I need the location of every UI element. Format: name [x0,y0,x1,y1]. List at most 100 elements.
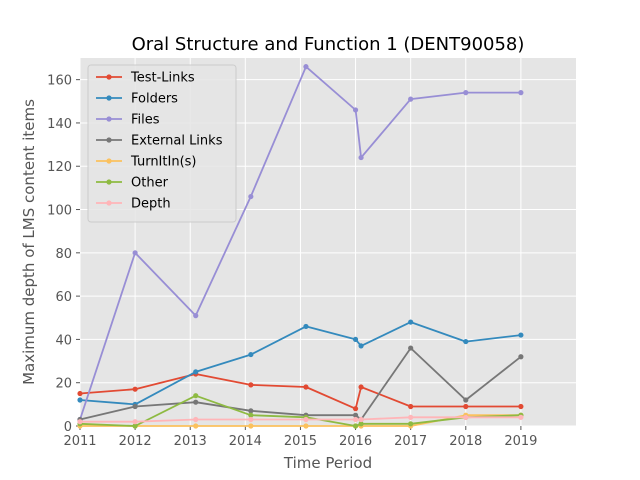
x-tick-label: 2012 [119,434,152,449]
data-point [408,96,414,102]
data-point [132,423,138,429]
series-line [80,416,521,423]
legend-label: Other [131,176,169,191]
data-point [463,90,469,96]
data-point [352,107,359,113]
legend-label: Folders [131,92,178,107]
data-point [352,406,359,412]
data-point [518,403,524,410]
y-tick-label: 120 [47,160,72,175]
data-point [463,403,469,410]
y-tick-label: 80 [55,247,72,262]
data-point [352,412,359,418]
legend-item: Depth [96,197,171,212]
data-point [408,345,414,351]
data-point [77,397,83,403]
data-point [132,386,138,392]
data-point [463,397,469,403]
data-point [518,90,524,96]
legend-marker [106,200,112,206]
data-point [248,416,254,423]
y-tick-label: 60 [55,290,72,305]
legend-label: Files [131,113,160,128]
x-tick-label: 2015 [284,434,317,449]
data-point [248,408,254,414]
y-axis-ticks: 0 20 40 60 80 100 120 140 160 [47,74,80,435]
data-point [193,399,199,405]
series-folders [77,319,524,407]
y-tick-label: 40 [55,333,72,348]
y-axis-title: Maximum depth of LMS content items [20,99,38,385]
series-line [79,321,522,406]
data-point [358,416,364,423]
legend-marker [106,158,112,164]
legend-item: TurnItIn(s) [96,155,196,170]
legend-marker [106,137,112,143]
legend-item: Folders [96,92,178,107]
legend-marker [106,74,112,80]
legend-item: External Links [96,134,223,149]
data-point [303,423,309,429]
x-axis-ticks: 2011 2012 2013 2014 2015 2016 2017 2018 2019 [63,426,537,449]
legend-label: TurnItIn(s) [130,155,196,170]
data-point [352,336,359,343]
legend-marker [106,179,112,185]
x-tick-label: 2017 [394,434,427,449]
data-point [463,414,469,420]
data-point [358,384,364,390]
data-point [248,382,254,388]
data-point [193,423,199,429]
data-point [132,419,138,425]
legend-marker [106,116,112,122]
chart-title: Oral Structure and Function 1 (DENT90058… [132,34,525,55]
x-tick-label: 2011 [63,434,96,449]
legend-item: Other [96,176,169,191]
data-point [358,154,364,161]
data-point [248,351,254,358]
data-point [77,390,83,397]
data-point [303,416,309,423]
data-point [352,423,359,429]
series-line [79,347,522,421]
legend-label: Test-Links [130,71,195,86]
series-line [79,65,521,420]
data-point [518,414,524,420]
data-point [193,393,199,399]
data-point [248,412,254,418]
x-axis-title: Time Period [283,454,372,472]
data-point [77,419,83,425]
x-tick-label: 2019 [504,434,537,449]
x-tick-label: 2018 [449,434,482,449]
data-point [193,369,199,375]
legend-label: External Links [131,134,223,149]
data-point [518,332,524,338]
data-point [408,403,414,410]
data-point [193,313,199,319]
data-point [463,338,469,345]
data-point [358,343,364,349]
legend-label: Depth [131,197,171,212]
legend: Test-Links Folders Files External Links Turn… [87,64,237,223]
series-line [79,394,521,427]
legend-marker [106,95,112,101]
x-tick-label: 2014 [229,434,262,449]
series-depth [77,414,524,425]
data-point [408,421,414,427]
data-point [303,323,309,330]
data-point [408,414,414,420]
data-point [303,384,309,390]
x-tick-label: 2013 [174,434,207,449]
legend-frame [87,64,237,223]
y-tick-label: 20 [55,377,72,392]
y-tick-label: 0 [64,420,72,435]
x-tick-label: 2016 [339,434,372,449]
data-point [193,416,199,423]
legend-item: Test-Links [96,71,195,86]
data-point [358,421,364,427]
data-point [408,319,414,325]
y-tick-label: 140 [47,117,72,132]
series-line [79,373,521,410]
y-tick-label: 160 [47,74,72,89]
series-layer [77,64,524,429]
data-point [352,416,359,423]
